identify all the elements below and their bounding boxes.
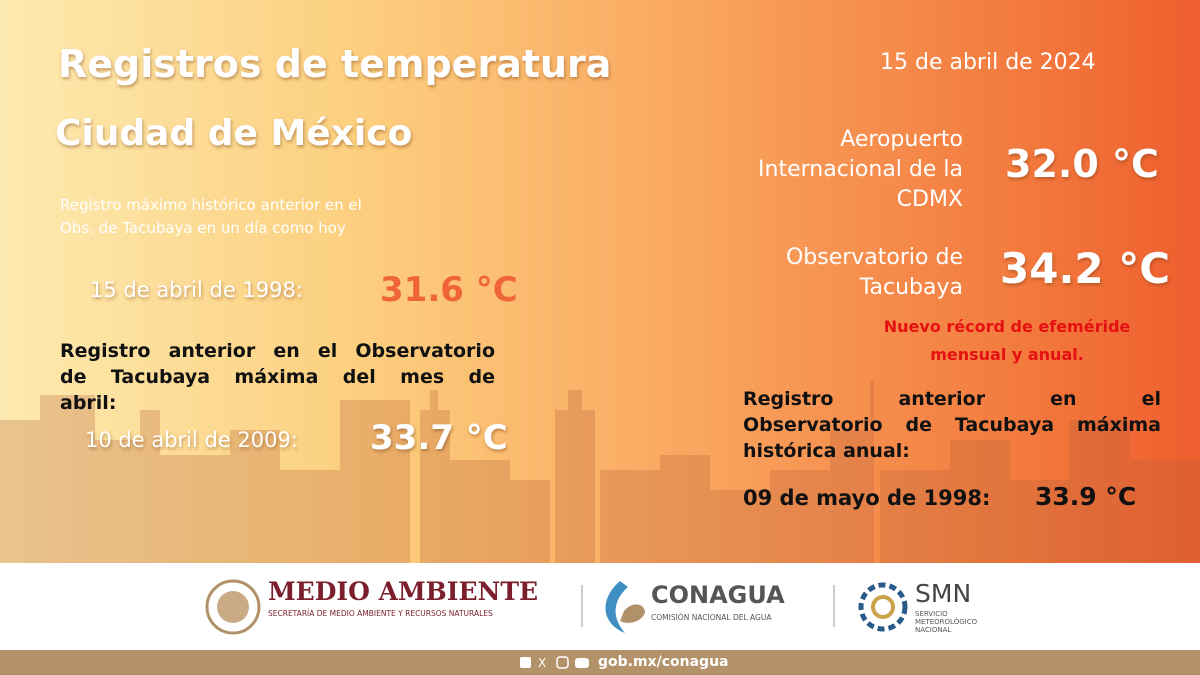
org-desc-line: METEOROLÓGICO: [915, 618, 978, 626]
note-line: Obs. de Tacubaya en un día como hoy: [60, 219, 346, 237]
station-name: Aeropuerto Internacional de la CDMX: [700, 125, 963, 215]
org-desc-line: NACIONAL: [915, 626, 952, 634]
record-date: 15 de abril de 1998:: [90, 278, 303, 302]
month-note-line: de Tacubaya máxima del mes de: [60, 366, 495, 388]
new-record-line: Nuevo récord de efeméride: [883, 317, 1131, 336]
annual-note-line: histórica anual:: [743, 440, 910, 462]
social-icons: X: [520, 656, 589, 670]
org-name: CONAGUA: [651, 581, 785, 609]
org-name: SMN: [915, 579, 972, 608]
note-line: Registro máximo histórico anterior en el: [60, 196, 362, 214]
record-value: 33.7 °C: [370, 418, 508, 458]
month-note-line: Registro anterior en el Observatorio: [60, 340, 495, 362]
svg-text:X: X: [538, 656, 546, 670]
station-value: 32.0 °C: [1005, 142, 1159, 186]
org-desc: SECRETARÍA DE MEDIO AMBIENTE Y RECURSOS …: [268, 609, 493, 618]
note: Registro máximo histórico anterior en el…: [60, 194, 362, 240]
footer-bar: X gob.mx/conagua: [0, 650, 1200, 675]
new-record-line: mensual y anual.: [930, 345, 1084, 364]
org-name: MEDIO AMBIENTE: [268, 577, 539, 606]
month-note: Registro anterior en el Observatorio de T…: [60, 338, 495, 416]
record-date: 10 de abril de 2009:: [85, 428, 298, 452]
record-date: 09 de mayo de 1998:: [743, 486, 991, 510]
station-name-line: CDMX: [896, 187, 963, 212]
footer: MEDIO AMBIENTE SECRETARÍA DE MEDIO AMBIE…: [0, 563, 1200, 650]
station-value: 34.2 °C: [1000, 244, 1171, 293]
org-desc-line: SERVICIO: [915, 610, 948, 618]
skyline: [0, 380, 1200, 563]
url: gob.mx/conagua: [598, 654, 729, 670]
record-value: 31.6 °C: [380, 270, 518, 310]
station-name-line: Tacubaya: [859, 275, 963, 300]
date: 15 de abril de 2024: [880, 50, 1096, 75]
station-name: Observatorio de Tacubaya: [700, 243, 963, 303]
new-record: Nuevo récord de efeméride mensual y anual…: [857, 313, 1157, 369]
org-desc: SERVICIO METEOROLÓGICO NACIONAL: [915, 610, 977, 634]
title: Registros de temperatura: [58, 42, 612, 86]
month-note-line: abril:: [60, 392, 117, 414]
subtitle: Ciudad de México: [55, 113, 413, 154]
footer-logos: [205, 579, 908, 635]
station-name-line: Aeropuerto: [840, 127, 963, 152]
org-desc: COMISIÓN NACIONAL DEL AGUA: [651, 613, 772, 622]
station-name-line: Observatorio de: [785, 245, 963, 270]
station-name-line: Internacional de la: [758, 157, 963, 182]
annual-note-line: Observatorio de Tacubaya máxima: [743, 414, 1161, 436]
record-value: 33.9 °C: [1035, 482, 1137, 511]
annual-note: Registro anterior en el Observatorio de T…: [743, 386, 1161, 464]
annual-note-line: Registro anterior en el: [743, 388, 1161, 410]
